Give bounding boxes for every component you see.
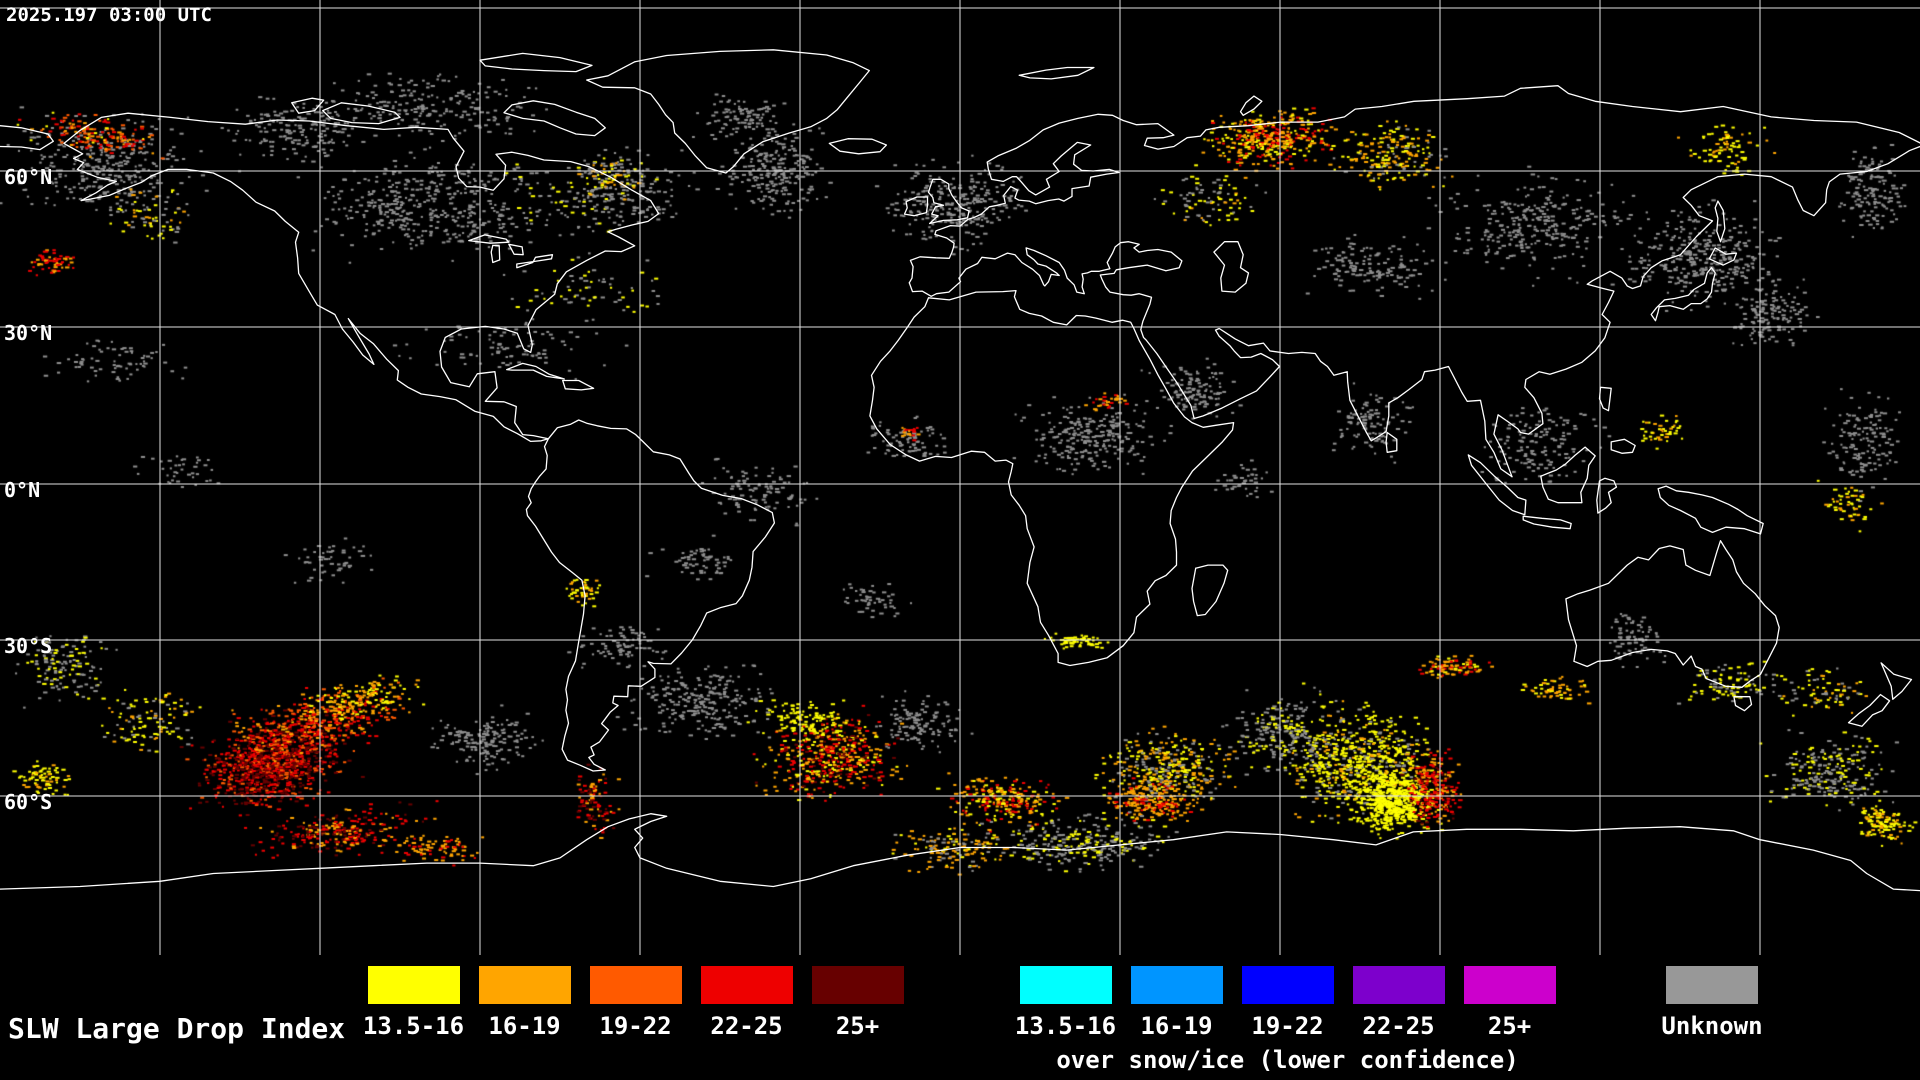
legend-col-air-3: 22-25: [691, 966, 802, 1040]
legend-col-snow-1: 16-19: [1121, 966, 1232, 1040]
legend-swatch-air-4: [811, 966, 904, 1004]
legend-swatch-snow-2: [1241, 966, 1334, 1004]
legend-swatch-air-2: [589, 966, 682, 1004]
legend-range-label: 22-25: [710, 1012, 783, 1040]
lat-label-60s: 60°S: [4, 790, 53, 814]
legend-swatch-snow-1: [1130, 966, 1223, 1004]
legend-unknown-label: Unknown: [1661, 1012, 1763, 1040]
legend-swatch-air-1: [478, 966, 571, 1004]
legend-col-air-0: 13.5-16: [358, 966, 469, 1040]
legend-swatch-snow-3: [1352, 966, 1445, 1004]
legend-col-unknown: Unknown: [1661, 966, 1763, 1040]
lat-label-0n: 0°N: [4, 478, 41, 502]
lat-label-30n: 30°N: [4, 321, 53, 345]
legend-range-label: 19-22: [1251, 1012, 1324, 1040]
legend-col-air-4: 25+: [802, 966, 913, 1040]
legend-range-label: 25+: [1487, 1012, 1532, 1040]
legend-col-snow-0: 13.5-16: [1010, 966, 1121, 1040]
legend-col-snow-4: 25+: [1454, 966, 1565, 1040]
legend-group-snow: 13.5-16 16-19 19-22 22-25 25+: [1010, 966, 1565, 1040]
legend-range-label: 22-25: [1362, 1012, 1435, 1040]
legend-range-label: 16-19: [488, 1012, 561, 1040]
legend-range-label: 13.5-16: [1014, 1012, 1117, 1040]
legend-swatch-snow-4: [1463, 966, 1556, 1004]
legend-swatch-air-3: [700, 966, 793, 1004]
lat-label-30s: 30°S: [4, 634, 53, 658]
legend-range-label: 16-19: [1140, 1012, 1213, 1040]
legend-range-label: 19-22: [599, 1012, 672, 1040]
legend-col-air-2: 19-22: [580, 966, 691, 1040]
timestamp-label: 2025.197 03:00 UTC: [6, 4, 212, 26]
legend-group-air: 13.5-16 16-19 19-22 22-25 25+: [358, 966, 913, 1040]
legend-swatch-snow-0: [1019, 966, 1112, 1004]
legend-swatch-unknown: [1666, 966, 1758, 1004]
lat-label-60n: 60°N: [4, 165, 53, 189]
legend-col-snow-3: 22-25: [1343, 966, 1454, 1040]
legend-range-label: 25+: [835, 1012, 880, 1040]
legend-title: SLW Large Drop Index: [8, 1012, 346, 1045]
legend-col-snow-2: 19-22: [1232, 966, 1343, 1040]
legend-snow-caption: over snow/ice (lower confidence): [1056, 1046, 1519, 1074]
legend-col-air-1: 16-19: [469, 966, 580, 1040]
legend-range-label: 13.5-16: [362, 1012, 465, 1040]
legend-swatch-air-0: [367, 966, 460, 1004]
